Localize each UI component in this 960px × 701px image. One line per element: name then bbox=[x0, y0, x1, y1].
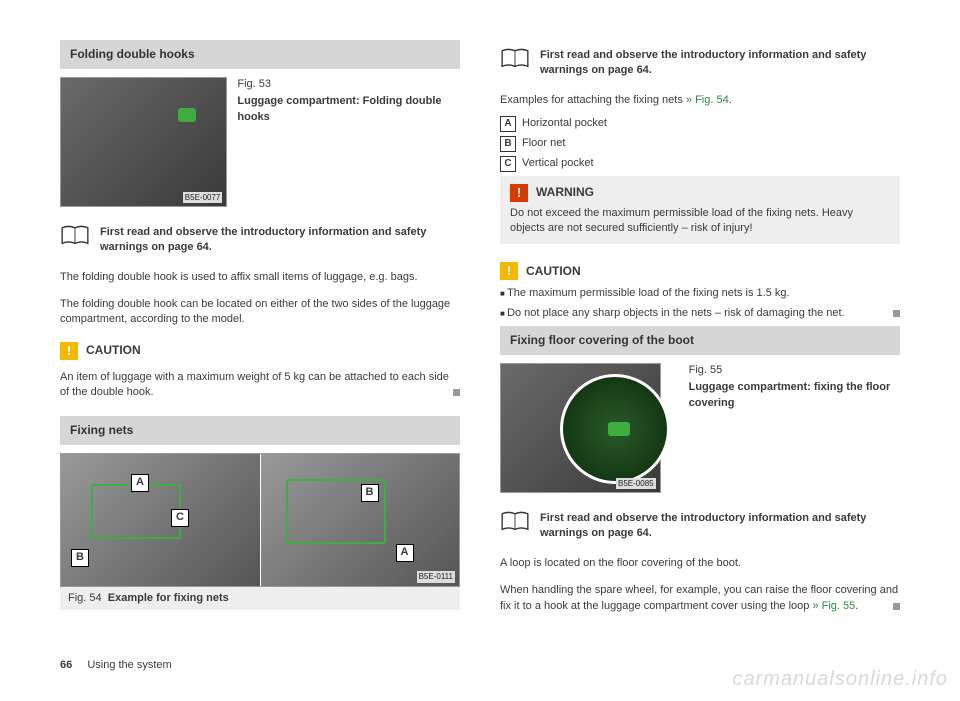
watermark: carmanualsonline.info bbox=[732, 665, 948, 693]
figure-54-text: Example for fixing nets bbox=[108, 592, 229, 604]
para-hook-purpose: The folding double hook is used to affix… bbox=[60, 270, 460, 285]
caution-bullet-1: The maximum permissible load of the fixi… bbox=[500, 286, 900, 301]
read-first-note-1: First read and observe the introductory … bbox=[60, 225, 460, 256]
item-c-text: Vertical pocket bbox=[522, 156, 594, 171]
figure-55-row: B5E-0085 Fig. 55 Luggage compartment: fi… bbox=[500, 363, 900, 493]
warning-label: WARNING bbox=[536, 184, 594, 201]
figure-53-number: Fig. 53 bbox=[237, 77, 460, 92]
warning-icon: ! bbox=[510, 184, 528, 202]
left-column: Folding double hooks B5E-0077 Fig. 53 Lu… bbox=[60, 40, 460, 620]
figure-55-inset-icon bbox=[560, 374, 670, 484]
caution-header-2: ! CAUTION bbox=[500, 262, 900, 280]
nets-intro-text: Examples for attaching the fixing nets bbox=[500, 94, 683, 106]
letter-a-icon: A bbox=[500, 116, 516, 132]
para-hook-location: The folding double hook can be located o… bbox=[60, 297, 460, 328]
caution-icon: ! bbox=[60, 342, 78, 360]
caution-label-2: CAUTION bbox=[526, 263, 581, 280]
book-icon bbox=[60, 225, 90, 252]
hook-highlight-icon bbox=[178, 108, 196, 122]
figure-53-code: B5E-0077 bbox=[183, 192, 223, 203]
figure-54-code: B5E-0111 bbox=[417, 571, 455, 582]
caution-icon: ! bbox=[500, 262, 518, 280]
figure-54-left: A C B bbox=[61, 454, 261, 586]
letter-c-icon: C bbox=[500, 156, 516, 172]
nets-intro-ref: » Fig. 54 bbox=[686, 94, 729, 106]
book-icon bbox=[500, 48, 530, 75]
label-c: C bbox=[171, 509, 189, 527]
figure-55-caption: Fig. 55 Luggage compartment: fixing the … bbox=[689, 363, 900, 493]
caution-text-1: An item of luggage with a maximum weight… bbox=[60, 370, 460, 401]
page-content: Folding double hooks B5E-0077 Fig. 53 Lu… bbox=[60, 40, 900, 620]
caution-bullet-2-text: Do not place any sharp objects in the ne… bbox=[507, 307, 845, 319]
nets-intro: Examples for attaching the fixing nets »… bbox=[500, 93, 900, 108]
figure-55-code: B5E-0085 bbox=[616, 478, 656, 489]
figure-55-text: Luggage compartment: fixing the floor co… bbox=[689, 381, 891, 408]
para-spare-wheel: When handling the spare wheel, for examp… bbox=[500, 583, 900, 614]
right-column: First read and observe the introductory … bbox=[500, 40, 900, 620]
figure-53-image: B5E-0077 bbox=[60, 77, 227, 207]
section-header-floor-covering: Fixing floor covering of the boot bbox=[500, 326, 900, 355]
item-a-text: Horizontal pocket bbox=[522, 116, 607, 131]
book-icon bbox=[500, 511, 530, 538]
section-header-fixing-nets: Fixing nets bbox=[60, 416, 460, 445]
read-first-note-3: First read and observe the introductory … bbox=[500, 511, 900, 542]
item-b-text: Floor net bbox=[522, 136, 565, 151]
warning-box: ! WARNING Do not exceed the maximum perm… bbox=[500, 176, 900, 245]
item-a: A Horizontal pocket bbox=[500, 116, 900, 132]
letter-b-icon: B bbox=[500, 136, 516, 152]
note-text-3: First read and observe the introductory … bbox=[540, 511, 900, 542]
section-header-folding-hooks: Folding double hooks bbox=[60, 40, 460, 69]
warning-header: ! WARNING bbox=[510, 184, 890, 202]
end-mark-icon bbox=[893, 310, 900, 317]
figure-54-caption: Fig. 54 Example for fixing nets bbox=[60, 587, 460, 610]
end-mark-icon bbox=[453, 389, 460, 396]
page-footer: 66 Using the system bbox=[60, 658, 172, 673]
note-text-2-content: First read and observe the introductory … bbox=[540, 49, 866, 76]
figure-54-number: Fig. 54 bbox=[68, 592, 102, 604]
para-loop: A loop is located on the floor covering … bbox=[500, 556, 900, 571]
note-text-1-content: First read and observe the introductory … bbox=[100, 226, 426, 253]
figure-54-right: B A bbox=[261, 454, 460, 586]
figure-55-image: B5E-0085 bbox=[500, 363, 661, 493]
note-text-3-content: First read and observe the introductory … bbox=[540, 512, 866, 539]
caution-bullet-2: Do not place any sharp objects in the ne… bbox=[500, 306, 900, 321]
read-first-note-2: First read and observe the introductory … bbox=[500, 48, 900, 79]
caution-label-1: CAUTION bbox=[86, 342, 141, 359]
item-b: B Floor net bbox=[500, 136, 900, 152]
label-a: A bbox=[131, 474, 149, 492]
note-text-2: First read and observe the introductory … bbox=[540, 48, 900, 79]
label-a2: A bbox=[396, 544, 414, 562]
page-number: 66 bbox=[60, 659, 72, 671]
item-c: C Vertical pocket bbox=[500, 156, 900, 172]
figure-53-caption: Fig. 53 Luggage compartment: Folding dou… bbox=[237, 77, 460, 207]
footer-section: Using the system bbox=[87, 659, 171, 671]
note-text-1: First read and observe the introductory … bbox=[100, 225, 460, 256]
figure-53-text: Luggage compartment: Folding double hook… bbox=[237, 95, 441, 122]
figure-55-number: Fig. 55 bbox=[689, 363, 900, 378]
figure-54-image: A C B B A B5E-0111 bbox=[60, 453, 460, 587]
para-spare-wheel-ref: » Fig. 55 bbox=[812, 600, 855, 612]
label-b2: B bbox=[361, 484, 379, 502]
caution-header-1: ! CAUTION bbox=[60, 342, 460, 360]
label-b1: B bbox=[71, 549, 89, 567]
caution-text-1-content: An item of luggage with a maximum weight… bbox=[60, 371, 449, 398]
figure-53-row: B5E-0077 Fig. 53 Luggage compartment: Fo… bbox=[60, 77, 460, 207]
end-mark-icon bbox=[893, 603, 900, 610]
warning-text: Do not exceed the maximum permissible lo… bbox=[510, 206, 890, 237]
